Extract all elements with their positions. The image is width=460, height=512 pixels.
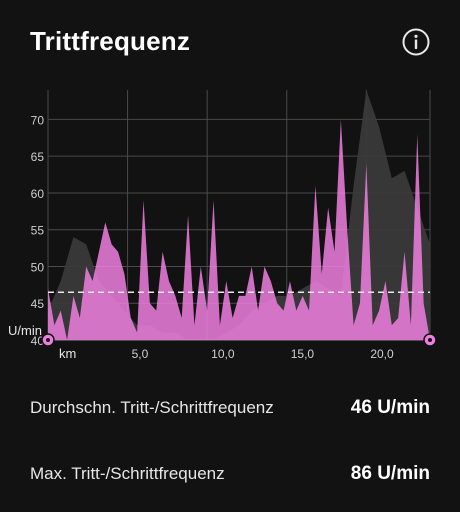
y-tick-label: 60 xyxy=(31,187,45,201)
range-start-handle[interactable] xyxy=(41,333,55,347)
y-tick-label: 45 xyxy=(31,297,45,311)
info-icon[interactable] xyxy=(402,28,430,56)
page-title: Trittfrequenz xyxy=(30,26,191,56)
y-tick-label: 70 xyxy=(31,113,45,127)
range-end-handle[interactable] xyxy=(423,333,437,347)
handle-dot xyxy=(428,338,432,342)
x-tick-label: 15,0 xyxy=(291,347,315,361)
avg-cadence-value: 46 U/min xyxy=(350,397,430,418)
y-tick-label: 55 xyxy=(31,224,45,238)
x-axis-labels: km 5,0 10,0 15,0 20,0 xyxy=(59,346,394,361)
cadence-chart-svg: 70 65 60 55 50 45 40U/min km 5,0 10,0 15,0 20,0 xyxy=(8,90,437,361)
x-tick-label: 5,0 xyxy=(132,347,149,361)
max-cadence-label: Max. Tritt-/Schrittfrequenz xyxy=(30,464,225,483)
chart-series xyxy=(48,90,430,340)
avg-cadence-row: Durchschn. Tritt-/Schrittfrequenz 46 U/m… xyxy=(30,393,430,423)
x-tick-label: 10,0 xyxy=(211,347,235,361)
handle-dot xyxy=(46,338,50,342)
y-axis-unit-label: U/min xyxy=(8,323,42,338)
x-tick-label: 20,0 xyxy=(370,347,394,361)
y-axis-labels: 70 65 60 55 50 45 40U/min xyxy=(8,113,44,348)
avg-cadence-label: Durchschn. Tritt-/Schrittfrequenz xyxy=(30,398,274,417)
y-tick-label: 65 xyxy=(31,150,45,164)
x-axis-unit-label: km xyxy=(59,346,76,361)
y-tick-label: 50 xyxy=(31,260,45,274)
cadence-chart: 70 65 60 55 50 45 40 U/min km 5,0 10,0 15,0 20,0 xyxy=(8,90,437,361)
max-cadence-value: 86 U/min xyxy=(350,463,430,484)
primary-series-area xyxy=(48,119,430,340)
max-cadence-row: Max. Tritt-/Schrittfrequenz 86 U/min xyxy=(30,459,430,489)
y-tick-label: 40 xyxy=(31,334,45,348)
range-markers xyxy=(41,333,437,347)
